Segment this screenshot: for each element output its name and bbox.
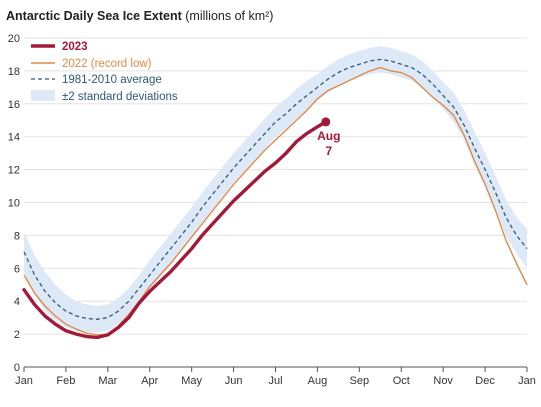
y-tick-label: 8 bbox=[14, 230, 20, 242]
x-tick-label: Jan bbox=[15, 375, 33, 387]
y-tick-label: 20 bbox=[8, 33, 20, 45]
y-tick-label: 18 bbox=[8, 66, 20, 78]
std-dev-band-layer bbox=[24, 46, 527, 333]
y-tick-label: 14 bbox=[8, 132, 20, 144]
x-tick-label: Jan bbox=[518, 375, 536, 387]
x-tick-label: Oct bbox=[393, 375, 410, 387]
y-tick-label: 2 bbox=[14, 329, 20, 341]
x-tick-label: Aug bbox=[308, 375, 328, 387]
x-tick-label: May bbox=[181, 375, 202, 387]
chart-title-main: Antarctic Daily Sea Ice Extent bbox=[6, 9, 182, 23]
axes: 0 2 4 6 8 10 12 14 16 18 20 Jan Feb Mar Apr May Jun Jul Au… bbox=[8, 33, 536, 387]
legend: 2023 2022 (record low) 1981-2010 average ±2… bbox=[31, 41, 178, 103]
x-tick-label: Sep bbox=[350, 375, 370, 387]
chart-title-unit: (millions of km²) bbox=[185, 9, 274, 23]
endpoint-label-day: 7 bbox=[325, 144, 332, 158]
y-tick-label: 0 bbox=[14, 362, 20, 374]
chart-title: Antarctic Daily Sea Ice Extent (millions… bbox=[6, 9, 273, 23]
legend-entry-band-label: ±2 standard deviations bbox=[62, 91, 178, 103]
y-tick-label: 16 bbox=[8, 99, 20, 111]
y-tick-label: 6 bbox=[14, 263, 20, 275]
legend-entry-average-label: 1981-2010 average bbox=[62, 74, 162, 86]
x-tick-label: Dec bbox=[475, 375, 495, 387]
legend-entry-2022-label: 2022 (record low) bbox=[62, 58, 152, 70]
x-tick-label: Nov bbox=[433, 375, 453, 387]
series-lines bbox=[22, 58, 528, 340]
x-tick-label: Feb bbox=[56, 375, 75, 387]
x-tick-label: Jul bbox=[268, 375, 282, 387]
legend-entry-band-swatch bbox=[31, 90, 55, 101]
x-tick-label: Apr bbox=[141, 375, 158, 387]
y-tick-label: 10 bbox=[8, 198, 20, 210]
std-dev-band bbox=[24, 46, 527, 333]
y-tick-label: 4 bbox=[14, 296, 20, 308]
x-tick-label: Jun bbox=[225, 375, 243, 387]
series-line-average bbox=[23, 58, 528, 320]
endpoint-label-month: Aug bbox=[317, 129, 340, 143]
series-line-2023 bbox=[22, 120, 328, 340]
x-tick-label: Mar bbox=[98, 375, 117, 387]
y-tick-label: 12 bbox=[8, 165, 20, 177]
endpoint-marker-2023 bbox=[321, 117, 331, 127]
legend-entry-2023-label: 2023 bbox=[62, 41, 88, 53]
